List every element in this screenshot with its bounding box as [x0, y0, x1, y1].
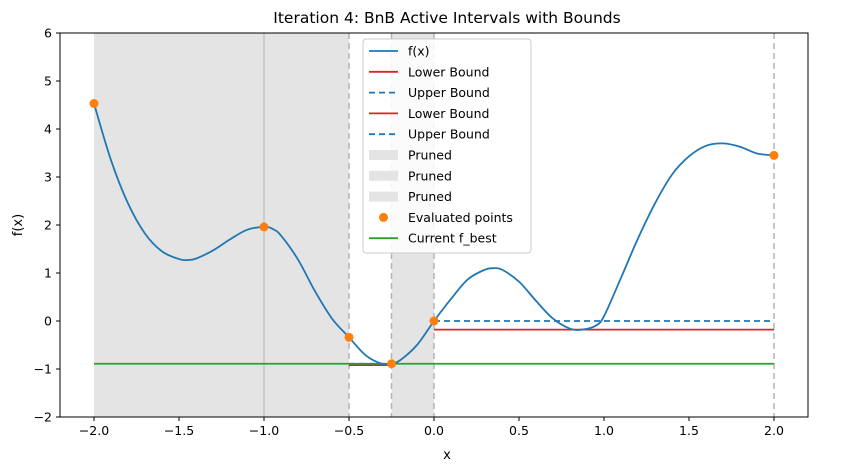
pruned-region-1 [94, 33, 349, 417]
y-tick-label: 6 [44, 26, 52, 41]
x-tick-label: 1.0 [594, 423, 614, 438]
y-tick-label: −1 [34, 362, 52, 377]
legend-label-1: f(x) [408, 44, 430, 59]
x-tick-label: 0.0 [424, 423, 444, 438]
y-tick-label: 5 [44, 74, 52, 89]
legend-swatch-7 [369, 170, 398, 181]
function-curve [93, 103, 775, 366]
x-axis-label: x [443, 448, 451, 463]
evaluated-point-6 [769, 150, 779, 160]
evaluated-point-1 [89, 99, 99, 109]
y-tick-label: 0 [44, 314, 52, 329]
legend-label-6: Pruned [408, 148, 452, 163]
evaluated-point-2 [259, 222, 269, 232]
x-tick-label: −1.0 [249, 423, 279, 438]
chart-title: Iteration 4: BnB Active Intervals with B… [273, 9, 620, 27]
x-tick-label: 1.5 [679, 423, 699, 438]
legend-swatch-6 [369, 150, 398, 160]
legend-swatch-9 [379, 212, 388, 222]
evaluated-point-3 [344, 332, 354, 342]
x-tick-label: −0.5 [334, 423, 364, 438]
legend-label-3: Upper Bound [408, 85, 490, 100]
legend-label-10: Current f_best [408, 231, 497, 246]
evaluated-point-5 [429, 316, 439, 326]
x-tick-label: −1.5 [164, 423, 194, 438]
y-tick-label: 4 [44, 122, 52, 137]
x-tick-label: 0.5 [509, 423, 529, 438]
legend-label-4: Lower Bound [408, 106, 489, 121]
legend-label-2: Lower Bound [408, 64, 489, 79]
y-tick-label: 2 [44, 218, 52, 233]
legend-label-7: Pruned [408, 168, 452, 183]
legend-label-9: Evaluated points [408, 210, 513, 225]
legend-label-5: Upper Bound [408, 127, 490, 142]
legend-swatch-8 [369, 191, 398, 202]
legend: f(x) Lower Bound Upper Bound Lower Bound Upp… [362, 38, 532, 254]
y-axis-label: f(x) [11, 214, 26, 236]
y-tick-label: 3 [44, 170, 52, 185]
y-tick-label: −2 [34, 410, 52, 425]
legend-frame [362, 38, 532, 254]
x-tick-label: 2.0 [764, 423, 784, 438]
x-tick-label: −2.0 [79, 423, 109, 438]
y-tick-label: 1 [44, 266, 52, 281]
evaluated-point-4 [387, 359, 396, 369]
legend-label-8: Pruned [408, 189, 452, 204]
